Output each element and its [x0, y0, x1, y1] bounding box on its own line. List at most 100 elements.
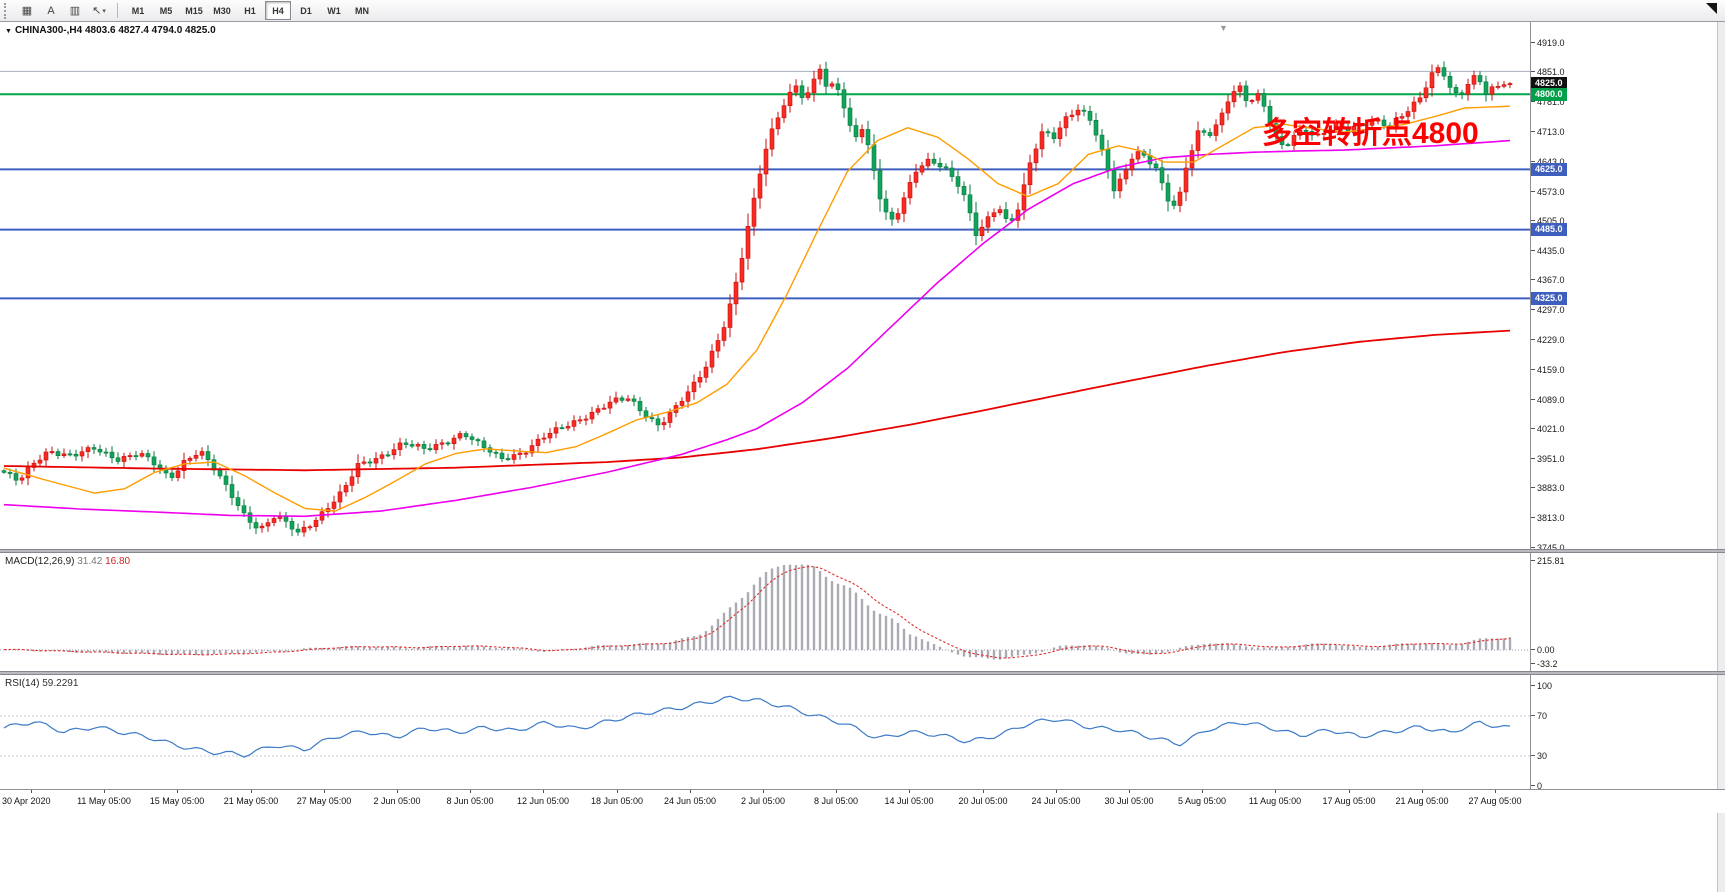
panel-splitter-macd[interactable] [0, 549, 1725, 553]
time-axis-tick [1129, 790, 1130, 793]
timeframe-M5[interactable]: M5 [159, 5, 173, 16]
timeframe-M30[interactable]: M30 [213, 5, 231, 16]
timeframe-D1[interactable]: D1 [300, 5, 312, 16]
rsi-label: RSI(14) 59.2291 [5, 678, 78, 689]
price-badge-4825.0: 4825.0 [1531, 77, 1567, 90]
dropdown-caret-icon: ▾ [102, 7, 106, 15]
price-axis-label: 4851.0 [1531, 66, 1565, 78]
rsi-axis-label: 0 [1531, 780, 1542, 792]
panel-splitter-rsi[interactable] [0, 671, 1725, 675]
rsi-axis-label: 70 [1531, 710, 1547, 722]
price-axis-label: 3951.0 [1531, 453, 1565, 465]
rsi-axis-label: 100 [1531, 680, 1552, 692]
time-axis-label: 2 Jun 05:00 [373, 796, 421, 806]
symbol-ohlc-label: ▼ CHINA300-,H4 4803.6 4827.4 4794.0 4825.… [5, 25, 216, 36]
time-axis-tick [104, 790, 105, 793]
price-axis-label: 4781.0 [1531, 96, 1565, 108]
time-axis-label: 11 Aug 05:00 [1248, 796, 1302, 806]
time-axis-label: 8 Jul 05:00 [813, 796, 859, 806]
price-badge-4625.0: 4625.0 [1531, 163, 1567, 176]
time-axis-tick [1275, 790, 1276, 793]
timeframe-H4[interactable]: H4 [265, 1, 291, 20]
toolbar-separator [117, 3, 118, 18]
price-axis-label: 4505.0 [1531, 215, 1565, 227]
time-axis-label: 17 Aug 05:00 [1322, 796, 1376, 806]
main-chart-canvas[interactable] [0, 22, 1530, 549]
time-axis-tick [1422, 790, 1423, 793]
template-icon[interactable]: ▥ [69, 5, 81, 17]
price-badge-4800.0: 4800.0 [1531, 88, 1567, 101]
rsi-value: 59.2291 [42, 678, 79, 689]
time-axis-label: 30 Jul 05:00 [1104, 796, 1154, 806]
time-axis-tick [543, 790, 544, 793]
price-axis-label: 4713.0 [1531, 126, 1565, 138]
cursor-tool-icon[interactable]: ↖ ▾ [92, 5, 106, 17]
price-axis-label: 4297.0 [1531, 304, 1565, 316]
price-axis-label: 3813.0 [1531, 512, 1565, 524]
toolbar-grip[interactable] [4, 2, 10, 19]
price-axis-label: 4229.0 [1531, 334, 1565, 346]
time-axis-label: 20 Jul 05:00 [958, 796, 1008, 806]
toolbar-overflow-icon[interactable] [1706, 3, 1717, 14]
time-axis-label: 14 Jul 05:00 [884, 796, 934, 806]
time-axis-label: 11 May 05:00 [77, 796, 131, 806]
macd-name: MACD(12,26,9) [5, 556, 75, 567]
price-axis-label: 4021.0 [1531, 423, 1565, 435]
macd-axis-label: -33.2 [1531, 658, 1558, 670]
timeframe-M15[interactable]: M15 [185, 5, 203, 16]
macd-label: MACD(12,26,9) 31.42 16.80 [5, 556, 130, 567]
time-axis-label: 8 Jun 05:00 [446, 796, 494, 806]
indicators-icon[interactable]: ▦ [21, 5, 33, 17]
macd-canvas[interactable] [0, 553, 1530, 671]
time-axis-tick [177, 790, 178, 793]
time-axis-tick [1202, 790, 1203, 793]
rsi-axis-label: 30 [1531, 750, 1547, 762]
time-axis-label: 21 Aug 05:00 [1395, 796, 1449, 806]
price-axis-label: 3745.0 [1531, 542, 1565, 554]
symbol-collapse-icon: ▼ [5, 28, 12, 35]
timeframe-M1[interactable]: M1 [131, 5, 145, 16]
toolbar: ▦ A ▥ ↖ ▾ M1 M5 M15 M30 H1 H4 D1 W1 MN [0, 0, 1725, 22]
time-axis-tick [324, 790, 325, 793]
time-axis-label: 21 May 05:00 [223, 796, 279, 806]
time-axis-label: 24 Jul 05:00 [1031, 796, 1081, 806]
price-badge-4325.0: 4325.0 [1531, 292, 1567, 305]
timeframe-MN[interactable]: MN [355, 5, 369, 16]
time-axis-label: 18 Jun 05:00 [590, 796, 644, 806]
time-axis[interactable]: 30 Apr 2020 11 May 05:00 15 May 05:00 21 Ma… [0, 789, 1725, 813]
macd-axis-label: 215.81 [1531, 555, 1565, 567]
time-axis-tick [31, 790, 32, 793]
chart-shift-marker-icon[interactable]: ▼ [1219, 23, 1228, 33]
time-axis-label: 5 Aug 05:00 [1177, 796, 1227, 806]
time-axis-label: 27 Aug 05:00 [1468, 796, 1522, 806]
macd-value-main: 31.42 [77, 556, 103, 567]
timeframe-group: M1 M5 M15 M30 H1 H4 D1 W1 MN [125, 1, 375, 20]
price-axis-label: 4643.0 [1531, 156, 1565, 168]
toolbar-tools: ▦ A ▥ ↖ ▾ [16, 1, 110, 21]
price-scale[interactable] [1531, 22, 1601, 789]
timeframe-W1[interactable]: W1 [327, 5, 341, 16]
text-tool-icon[interactable]: A [47, 4, 55, 17]
time-axis-tick [690, 790, 691, 793]
rsi-name: RSI(14) [5, 678, 40, 689]
price-axis-label: 4919.0 [1531, 37, 1565, 49]
time-axis-tick [909, 790, 910, 793]
macd-axis-label: 0.00 [1531, 644, 1555, 656]
time-axis-tick [470, 790, 471, 793]
price-scale-border [1530, 22, 1531, 789]
time-axis-label: 30 Apr 2020 [2, 796, 51, 806]
timeframe-H1[interactable]: H1 [244, 5, 256, 16]
time-axis-tick [1056, 790, 1057, 793]
price-badge-4485.0: 4485.0 [1531, 223, 1567, 236]
time-axis-tick [617, 790, 618, 793]
price-axis-label: 4089.0 [1531, 394, 1565, 406]
symbol-ohlc-text: CHINA300-,H4 4803.6 4827.4 4794.0 4825.0 [14, 25, 216, 36]
chart-annotation-text[interactable]: 多空转折点4800 [1262, 117, 1479, 150]
time-axis-label: 12 Jun 05:00 [516, 796, 570, 806]
time-axis-tick [251, 790, 252, 793]
time-axis-label: 15 May 05:00 [149, 796, 205, 806]
time-axis-tick [397, 790, 398, 793]
time-axis-label: 27 May 05:00 [296, 796, 352, 806]
time-axis-tick [1495, 790, 1496, 793]
rsi-canvas[interactable] [0, 675, 1530, 789]
